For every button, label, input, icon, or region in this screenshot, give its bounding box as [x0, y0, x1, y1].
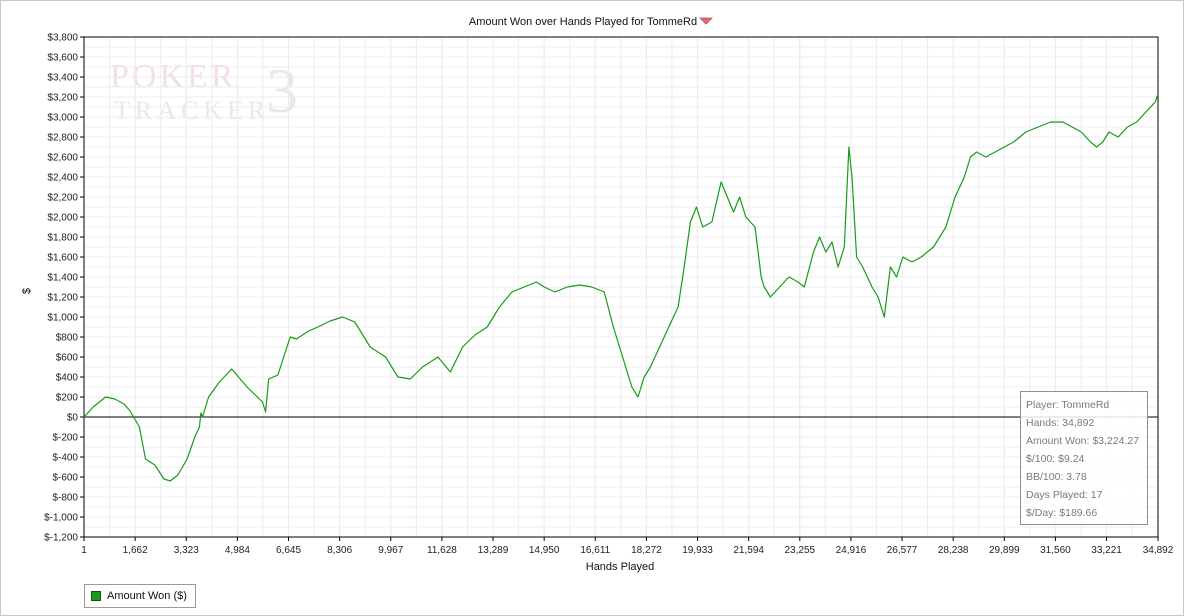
y-tick-label: $3,000: [47, 113, 78, 124]
grid-lines: [83, 36, 1159, 538]
y-tick-label: $2,800: [47, 133, 78, 144]
title-dropdown-icon[interactable]: [699, 17, 713, 25]
x-tick-label: 1,662: [123, 545, 148, 556]
x-axis-ticks: 1 1,662 3,323 4,984 6,645 8,306 9,967 11,628 13,…: [81, 537, 1174, 556]
stat-player: Player: TommeRd: [1026, 399, 1110, 411]
x-tick-label: 21,594: [733, 545, 764, 556]
stat-amount-won: Amount Won: $3,224.27: [1026, 435, 1140, 447]
x-tick-label: 18,272: [631, 545, 662, 556]
player-stats-box: Player: TommeRd Hands: 34,892 Amount Won…: [1020, 391, 1148, 525]
plot-area-border: [83, 36, 1159, 538]
x-tick-label: 14,950: [529, 545, 560, 556]
y-tick-label: $-400: [52, 453, 78, 464]
x-tick-label: 11,628: [427, 545, 457, 556]
chart-legend[interactable]: Amount Won ($): [84, 584, 196, 608]
y-tick-label: $2,000: [47, 213, 78, 224]
y-tick-label: $3,200: [47, 93, 78, 104]
x-tick-label: 28,238: [938, 545, 969, 556]
y-tick-label: $3,800: [47, 33, 78, 44]
stat-dollars-per-day: $/Day: $189.66: [1026, 507, 1098, 519]
y-tick-label: $1,200: [47, 293, 78, 304]
x-tick-label: 9,967: [378, 545, 403, 556]
legend-label-amount-won: Amount Won ($): [107, 590, 187, 602]
y-tick-label: $-1,000: [44, 513, 78, 524]
x-tick-label: 16,611: [580, 545, 610, 556]
x-tick-label: 34,892: [1143, 545, 1174, 556]
y-tick-label: $3,400: [47, 73, 78, 84]
y-tick-label: $-800: [52, 493, 78, 504]
y-tick-label: $2,600: [47, 153, 78, 164]
x-tick-label: 31,560: [1040, 545, 1071, 556]
y-tick-label: $-1,200: [44, 533, 78, 544]
x-axis-label: Hands Played: [586, 561, 655, 573]
x-tick-label: 23,255: [784, 545, 815, 556]
x-tick-label: 33,221: [1091, 545, 1122, 556]
x-tick-label: 6,645: [276, 545, 301, 556]
y-tick-label: $1,600: [47, 253, 78, 264]
y-tick-label: $1,800: [47, 233, 78, 244]
y-tick-label: $600: [56, 353, 79, 364]
legend-swatch-amount-won: [91, 591, 101, 601]
y-tick-label: $800: [56, 333, 79, 344]
stat-bb-per-100: BB/100: 3.78: [1026, 471, 1087, 483]
stat-hands: Hands: 34,892: [1026, 417, 1095, 429]
stat-days-played: Days Played: 17: [1026, 489, 1103, 501]
y-tick-label: $3,600: [47, 53, 78, 64]
x-tick-label: 26,577: [887, 545, 918, 556]
x-tick-label: 3,323: [174, 545, 199, 556]
chart-title: Amount Won over Hands Played for TommeRd: [469, 16, 697, 28]
series-line-amount-won: [83, 93, 1159, 482]
x-tick-label: 19,933: [682, 545, 713, 556]
y-tick-label: $-600: [52, 473, 78, 484]
y-tick-label: $2,200: [47, 193, 78, 204]
x-tick-label: 24,916: [836, 545, 867, 556]
y-axis-ticks: $-1,200 $-1,000 $-800 $-600 $-400 $-200 $0 $200…: [44, 33, 84, 544]
x-tick-label: 8,306: [327, 545, 352, 556]
y-tick-label: $1,400: [47, 273, 78, 284]
y-tick-label: $0: [67, 413, 79, 424]
x-tick-label: 1: [81, 545, 87, 556]
y-tick-label: $2,400: [47, 173, 78, 184]
y-tick-label: $400: [56, 373, 79, 384]
y-tick-label: $200: [56, 393, 79, 404]
y-tick-label: $-200: [52, 433, 78, 444]
x-tick-label: 13,289: [478, 545, 509, 556]
x-tick-label: 4,984: [225, 545, 250, 556]
x-tick-label: 29,899: [989, 545, 1020, 556]
y-tick-label: $1,000: [47, 313, 78, 324]
y-axis-label: $: [21, 288, 33, 294]
stat-dollars-per-100: $/100: $9.24: [1026, 453, 1085, 465]
